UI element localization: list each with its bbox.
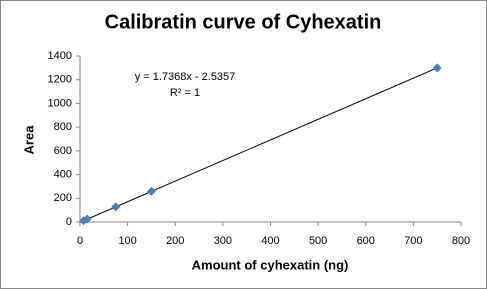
trendline [83, 67, 438, 222]
data-point [146, 186, 156, 196]
y-tick-label: 1200 [48, 74, 72, 86]
y-axis-label: Area [21, 125, 36, 155]
x-tick-label: 500 [309, 235, 327, 247]
x-tick-label: 700 [404, 235, 422, 247]
x-tick-label: 300 [214, 235, 232, 247]
x-tick-label: 0 [77, 235, 83, 247]
x-tick-label: 600 [357, 235, 375, 247]
x-tick-label: 400 [261, 235, 279, 247]
y-tick-label: 600 [54, 145, 72, 157]
x-tick-label: 100 [118, 235, 136, 247]
data-point [82, 214, 92, 224]
data-point [432, 63, 442, 73]
x-axis-label: Amount of cyhexatin (ng) [192, 257, 349, 272]
x-tick-label: 200 [166, 235, 184, 247]
y-tick-label: 400 [54, 168, 72, 180]
trendline-equation: y = 1.7368x - 2.5357 [135, 71, 236, 83]
y-tick-label: 200 [54, 192, 72, 204]
r-squared: R² = 1 [170, 87, 200, 99]
x-tick-label: 800 [452, 235, 470, 247]
data-point [111, 202, 121, 212]
y-tick-label: 1400 [48, 50, 72, 62]
y-tick-label: 800 [54, 121, 72, 133]
y-tick-label: 1000 [48, 97, 72, 109]
y-tick-label: 0 [66, 216, 72, 228]
chart-title: Calibratin curve of Cyhexatin [105, 11, 382, 33]
